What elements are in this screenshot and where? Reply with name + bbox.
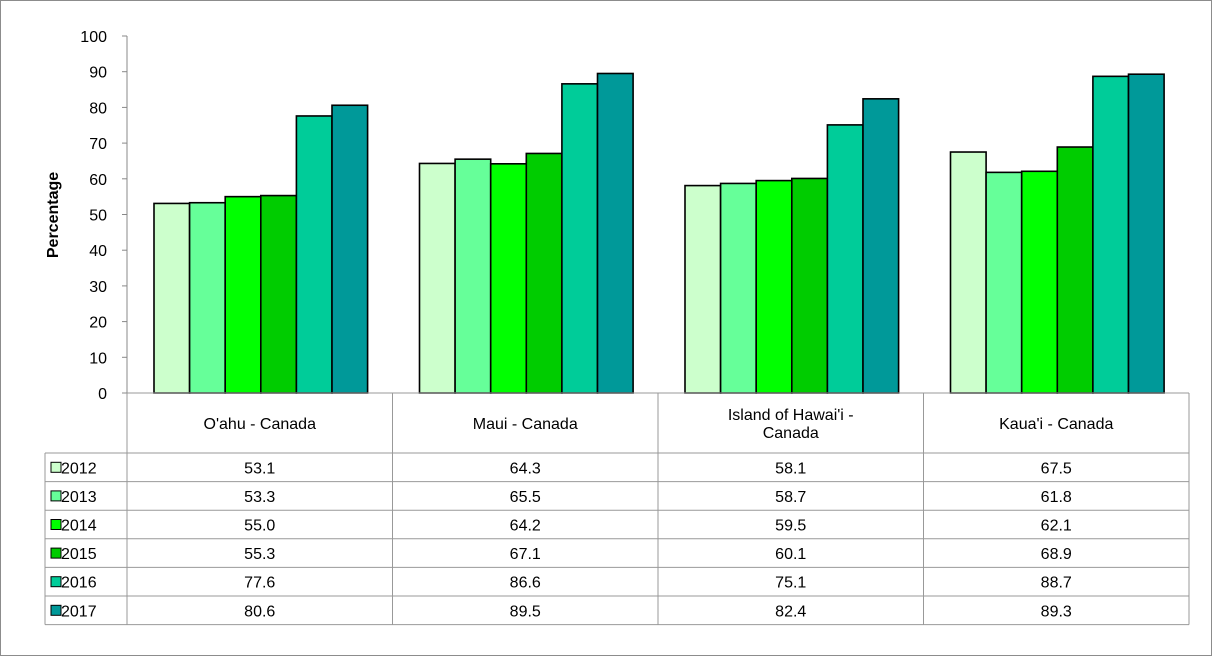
y-tick-label: 20: [89, 315, 107, 332]
bar-2017-3: [1127, 73, 1165, 394]
legend-label: 2014: [61, 518, 97, 535]
legend-label: 2017: [61, 603, 97, 620]
category-label: Island of Hawai'i -: [728, 407, 854, 424]
legend-label: 2016: [61, 575, 97, 592]
legend-key-2015: [50, 547, 62, 559]
y-tick-label: 30: [89, 279, 107, 296]
data-label: 77.6: [244, 575, 275, 592]
data-label: 58.1: [775, 460, 806, 477]
category-label: Kaua'i - Canada: [999, 416, 1113, 433]
data-label: 61.8: [1041, 489, 1072, 506]
bar-2014-2: [755, 179, 793, 394]
data-label: 82.4: [775, 603, 806, 620]
bar-2012-0: [153, 202, 191, 394]
data-label: 58.7: [775, 489, 806, 506]
data-label: 62.1: [1041, 518, 1072, 535]
legend-label: 2013: [61, 489, 97, 506]
bar-2015-1: [525, 152, 563, 394]
bar-2013-2: [719, 182, 757, 394]
y-tick-label: 90: [89, 65, 107, 82]
bar-2014-0: [224, 195, 262, 394]
data-label: 67.1: [510, 546, 541, 563]
y-axis-title: Percentage: [45, 172, 62, 258]
legend-key-2017: [50, 604, 62, 616]
bar-2015-0: [259, 194, 298, 394]
bar-2013-0: [188, 201, 227, 394]
bar-2014-3: [1020, 170, 1059, 394]
legend-label: 2012: [61, 460, 97, 477]
bar-2016-2: [826, 124, 864, 394]
y-tick-label: 70: [89, 136, 107, 153]
bar-2016-3: [1092, 75, 1130, 394]
bar-2014-1: [489, 163, 528, 394]
legend-label: 2015: [61, 546, 97, 563]
data-label: 68.9: [1041, 546, 1072, 563]
data-label: 59.5: [775, 518, 806, 535]
bar-2017-2: [862, 98, 900, 394]
bar-2016-1: [561, 83, 599, 394]
legend-key-2016: [50, 576, 62, 588]
data-label: 64.2: [510, 518, 541, 535]
data-label: 55.0: [244, 518, 275, 535]
data-label: 60.1: [775, 546, 806, 563]
bar-2017-1: [596, 72, 634, 394]
data-label: 53.3: [244, 489, 275, 506]
category-label: Maui - Canada: [473, 416, 578, 433]
y-tick-label: 80: [89, 100, 107, 117]
bar-2016-0: [295, 115, 333, 394]
data-label: 67.5: [1041, 460, 1072, 477]
y-tick-label: 50: [89, 208, 107, 225]
data-label: 80.6: [244, 603, 275, 620]
data-label: 75.1: [775, 575, 806, 592]
bar-2015-3: [1056, 146, 1094, 394]
bar-2012-3: [949, 151, 987, 394]
y-tick-label: 0: [98, 386, 107, 403]
bar-2012-1: [418, 162, 456, 394]
data-label: 88.7: [1041, 575, 1072, 592]
data-label: 89.3: [1041, 603, 1072, 620]
bar-2013-3: [985, 171, 1023, 394]
y-tick-label: 10: [89, 350, 107, 367]
legend-key-2013: [50, 490, 62, 502]
bar-2017-0: [331, 104, 369, 394]
data-label: 89.5: [510, 603, 541, 620]
bar-2013-1: [454, 158, 492, 394]
y-tick-label: 100: [80, 29, 107, 46]
y-tick-label: 40: [89, 243, 107, 260]
bar-2015-2: [790, 177, 829, 394]
data-label: 53.1: [244, 460, 275, 477]
y-tick-label: 60: [89, 172, 107, 189]
legend-key-2012: [50, 461, 62, 473]
data-label: 86.6: [510, 575, 541, 592]
data-label: 64.3: [510, 460, 541, 477]
data-label: 65.5: [510, 489, 541, 506]
data-label: 55.3: [244, 546, 275, 563]
legend-key-2014: [50, 519, 62, 530]
category-label: Canada: [763, 425, 819, 442]
category-label: O'ahu - Canada: [204, 416, 317, 433]
bar-2012-2: [684, 184, 722, 394]
